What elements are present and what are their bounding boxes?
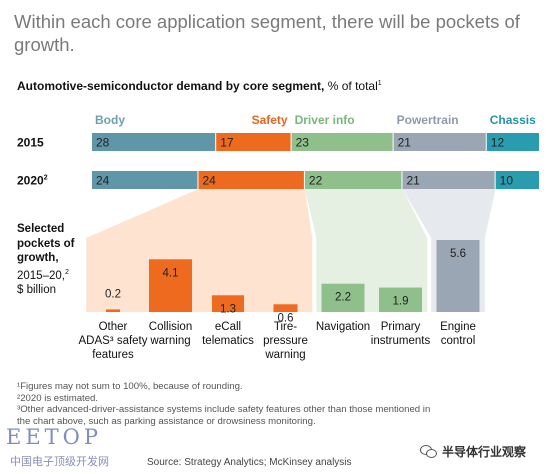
pocket-label-2-line-2: warning <box>149 335 190 347</box>
pocket-value-7: 5.6 <box>450 248 466 260</box>
pockets-side-label: Selected pockets of growth, 2015–20,2 $ … <box>17 222 97 297</box>
pocket-bar-7 <box>436 240 480 312</box>
bar-2015-body <box>92 133 216 151</box>
pocket-value-1: 0.2 <box>105 288 121 300</box>
pocket-label-4-line-3: warning <box>264 349 305 361</box>
wechat-account-name: 半导体行业观察 <box>442 445 527 459</box>
segment-label-powertrain: Powertrain <box>397 113 459 127</box>
segment-label-body: Body <box>95 113 125 127</box>
pocket-value-2: 4.1 <box>163 267 179 279</box>
footnote-3: ³Other advanced-driver-assistance system… <box>17 404 431 415</box>
side-label-line2: pockets of <box>17 237 75 250</box>
bar-2015-driver_info <box>291 133 393 151</box>
side-label-line4: 2015–20, <box>17 269 65 282</box>
pocket-label-3-line-1: eCall <box>215 321 241 333</box>
headline: Within each core application segment, th… <box>14 11 520 55</box>
bar-value-2015-powertrain: 21 <box>398 136 412 150</box>
subtitle-bold: Automotive-semiconductor demand by core … <box>17 79 325 93</box>
bar-2015-safety <box>216 133 291 151</box>
pocket-bar-3 <box>212 295 244 312</box>
pocket-value-4: 0.6 <box>278 312 294 324</box>
pocket-label-1-line-1: Other <box>99 321 128 333</box>
chart-subtitle: Automotive-semiconductor demand by core … <box>17 79 382 93</box>
bar-value-2015-body: 28 <box>96 136 110 150</box>
footnote-2: ²2020 is estimated. <box>17 392 99 404</box>
pocket-label-4-line-1: Tire- <box>274 321 297 333</box>
pocket-bar-6 <box>379 287 422 312</box>
year-label-2015: 2015 <box>17 136 44 150</box>
pocket-label-1-line-2: ADAS³ safety <box>78 335 147 347</box>
pocket-label-4-line-2: pressure <box>263 335 308 347</box>
pocket-label-7-line-1: Engine <box>440 321 476 333</box>
segment-label-driver_info: Driver info <box>295 113 355 127</box>
wechat-watermark: 半导体行业观察 <box>420 443 526 460</box>
funnel-driver_info <box>304 189 428 312</box>
bar-value-2020-body: 24 <box>96 174 110 188</box>
pocket-label-5-line-1: Navigation <box>316 321 370 333</box>
pocket-label-2-line-1: Collision <box>149 321 192 333</box>
pocket-label-3-line-2: telematics <box>202 335 254 347</box>
year-label-2020: 20202 <box>17 174 48 188</box>
bar-2020-body <box>92 171 198 189</box>
bar-2020-driver_info <box>304 171 402 189</box>
pocket-value-5: 2.2 <box>335 292 351 304</box>
bar-value-2020-chassis: 10 <box>500 174 514 188</box>
bar-2020-powertrain <box>402 171 495 189</box>
bar-value-2015-safety: 17 <box>220 136 234 150</box>
segment-label-chassis: Chassis <box>490 113 536 127</box>
pocket-label-1-line-3: features <box>92 349 134 361</box>
eetop-cn-watermark: 中国电子顶级开发网 <box>10 456 109 468</box>
bar-value-2015-chassis: 12 <box>491 136 505 150</box>
bar-2020-chassis <box>495 171 539 189</box>
pocket-bar-2 <box>149 259 192 312</box>
pocket-value-3: 1.3 <box>220 303 236 315</box>
bar-value-2020-safety: 24 <box>202 174 216 188</box>
footnote-1: ¹Figures may not sum to 100%, because of… <box>17 381 243 392</box>
bar-2020-safety <box>198 171 304 189</box>
bar-2015-chassis <box>486 133 539 151</box>
segment-label-safety: Safety <box>252 113 288 127</box>
funnel-safety <box>86 189 313 312</box>
pocket-bar-4 <box>273 304 298 312</box>
side-label-line1: Selected <box>17 223 65 235</box>
side-label-line3: growth, <box>17 252 59 264</box>
side-label-sup: 2 <box>64 268 69 276</box>
bar-2015-powertrain <box>393 133 486 151</box>
year-label-sup-2020: 2 <box>44 175 48 182</box>
subtitle-rest: % of total <box>324 79 378 93</box>
pocket-value-6: 1.9 <box>393 296 409 308</box>
wechat-icon <box>420 444 438 459</box>
bar-value-2015-driver_info: 23 <box>296 136 310 150</box>
bar-value-2020-powertrain: 21 <box>406 174 420 188</box>
eetop-watermark: EETOP <box>6 425 103 449</box>
pocket-label-6-line-2: instruments <box>371 335 431 347</box>
footnotes: ¹Figures may not sum to 100%, because of… <box>17 381 547 427</box>
footnote-4: the chart above, such as parking assista… <box>17 415 316 427</box>
bar-value-2020-driver_info: 22 <box>309 174 323 188</box>
subtitle-footnote-mark: 1 <box>377 80 382 87</box>
pocket-label-6-line-1: Primary <box>381 321 421 333</box>
pocket-bar-5 <box>321 283 365 312</box>
pocket-bar-1 <box>106 309 120 312</box>
source-note: Source: Strategy Analytics; McKinsey ana… <box>147 457 352 468</box>
pocket-label-7-line-2: control <box>441 335 476 347</box>
side-label-line5: $ billion <box>17 283 56 296</box>
